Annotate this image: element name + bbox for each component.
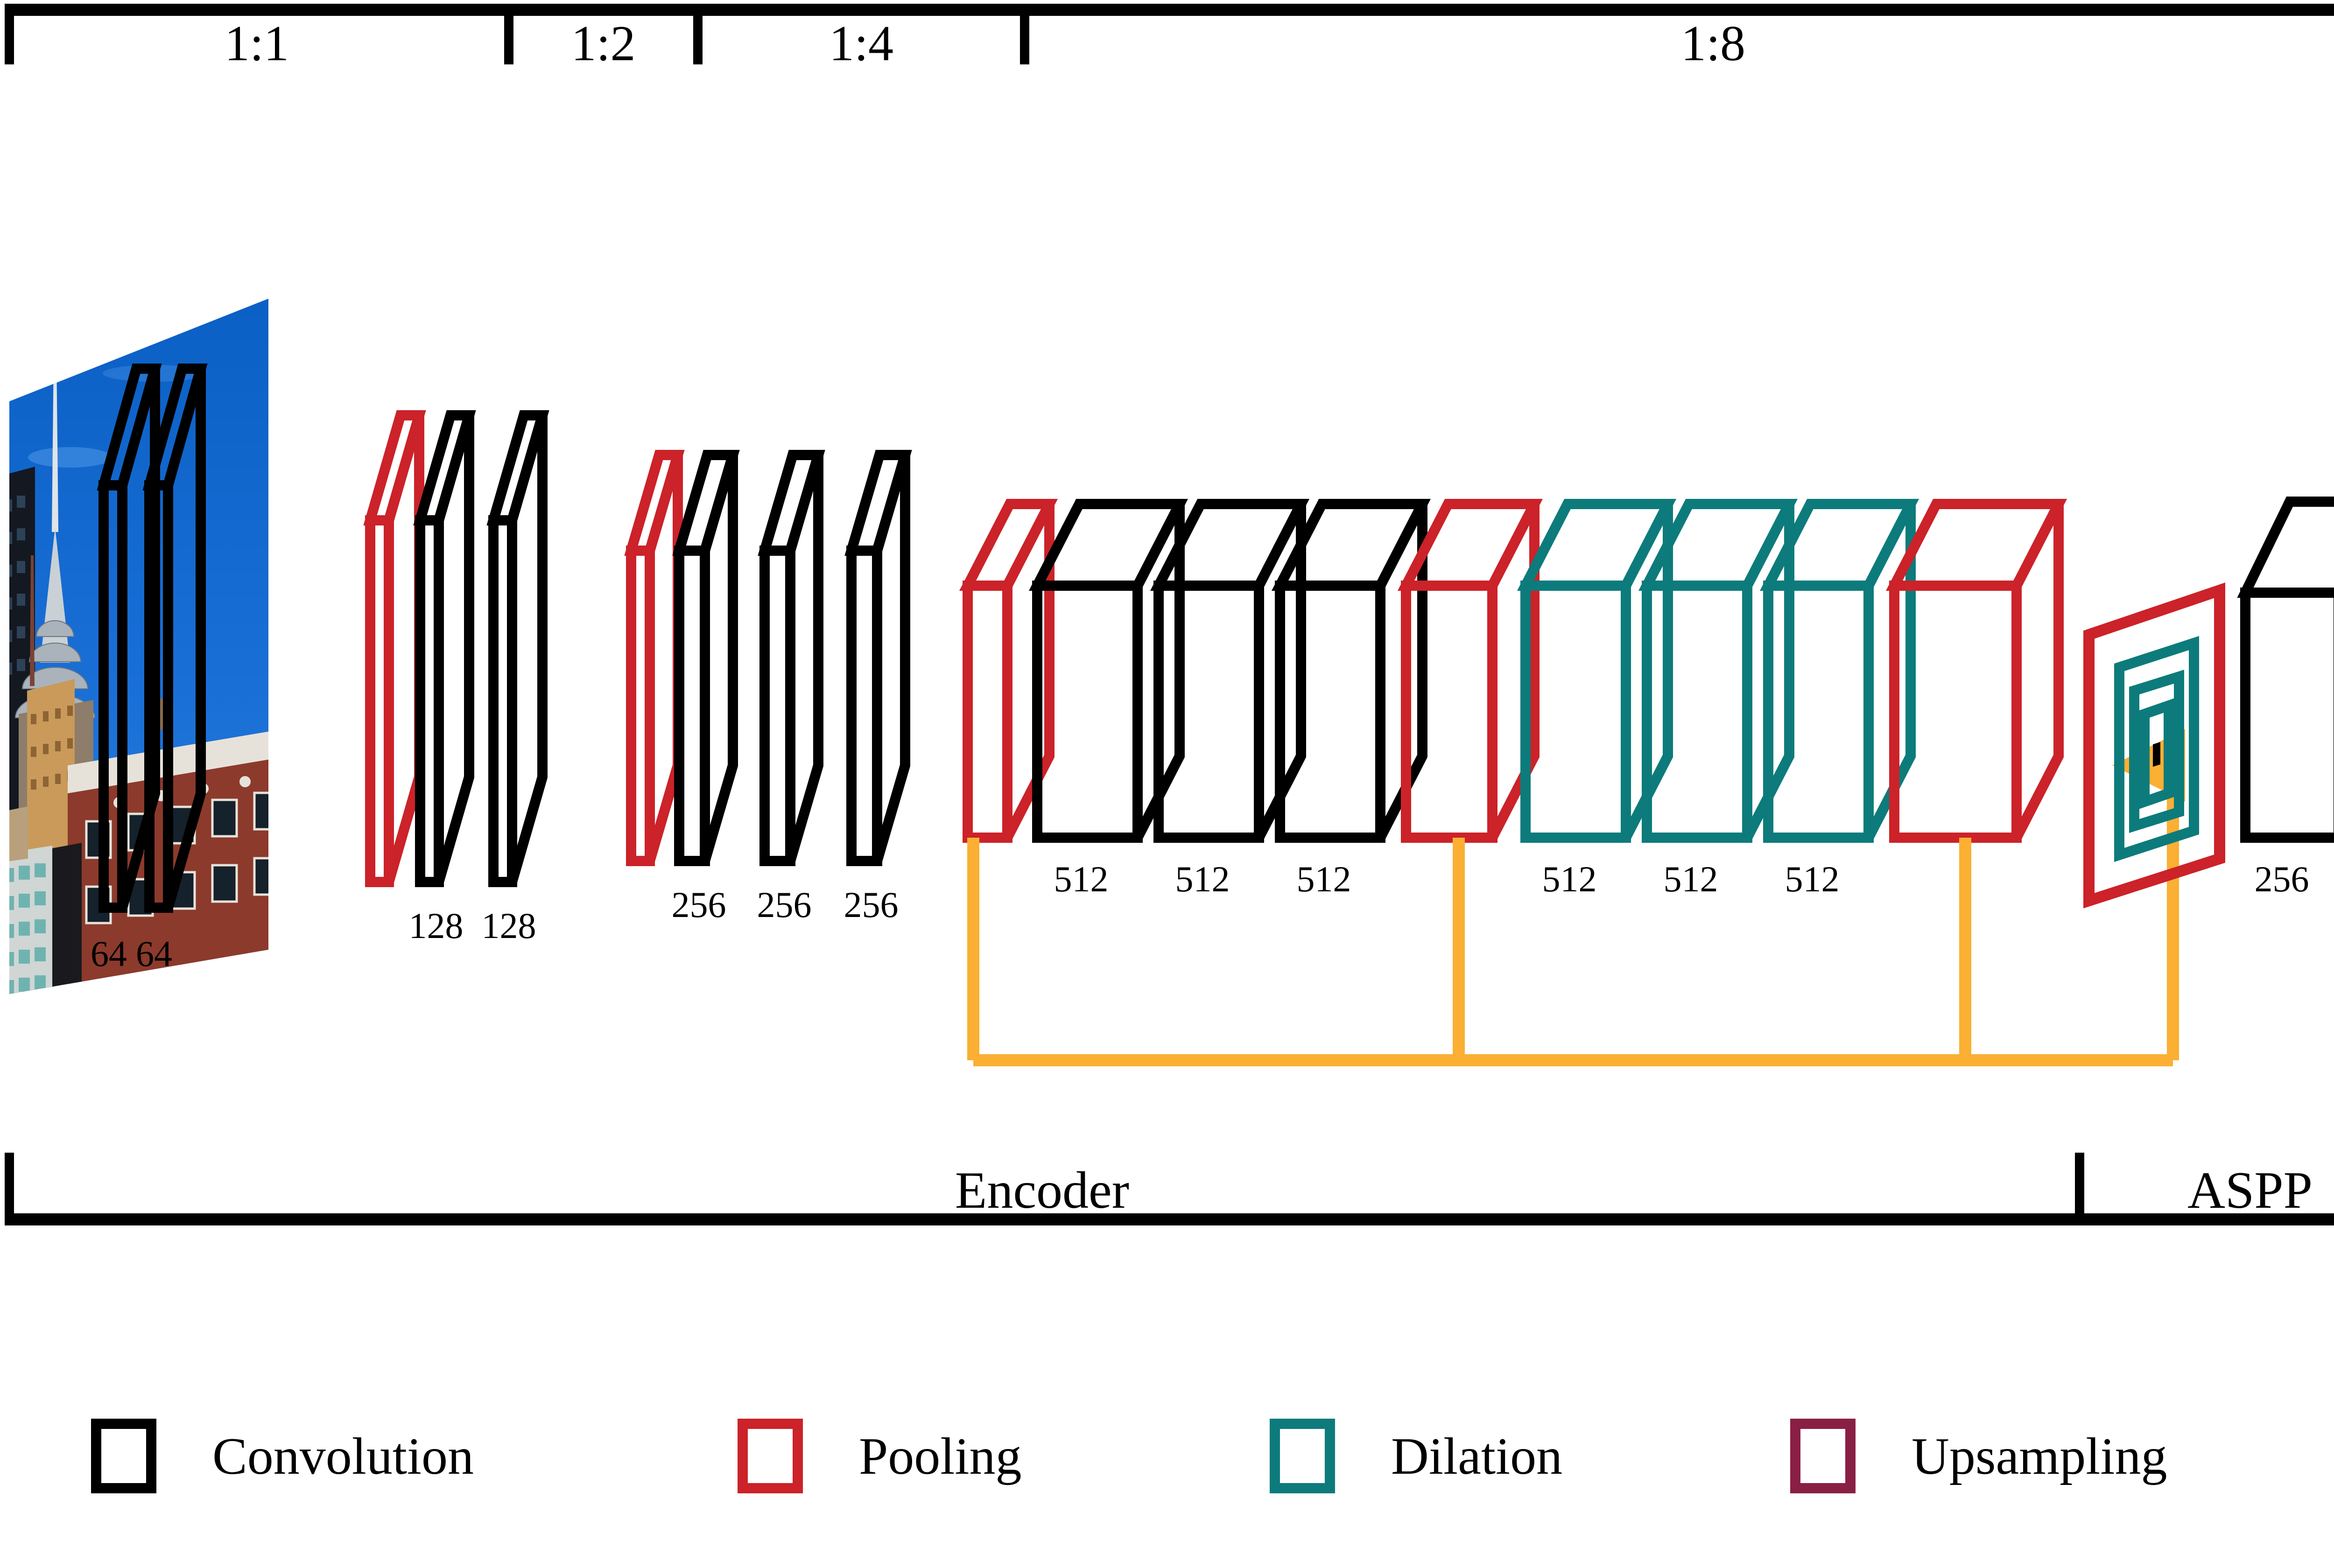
input-image-plane bbox=[9, 299, 268, 994]
channel-label-8: 512 bbox=[1175, 859, 1230, 899]
layer-pool-4[interactable] bbox=[1397, 499, 1543, 843]
layer-conv-256-d[interactable] bbox=[2237, 497, 2334, 843]
channel-label-11: 512 bbox=[1663, 859, 1718, 899]
layer-pool-3[interactable] bbox=[959, 499, 1058, 843]
channel-label-10: 512 bbox=[1542, 859, 1597, 899]
legend-swatch-convolution bbox=[91, 1419, 156, 1493]
layer-conv-512-a[interactable] bbox=[1028, 499, 1188, 843]
layer-conv-256-a[interactable] bbox=[672, 450, 740, 866]
network-stage-bar bbox=[5, 1153, 2334, 1225]
scale-label-1: 1:2 bbox=[571, 16, 636, 71]
layer-conv-128-b[interactable] bbox=[486, 410, 549, 887]
legend-label-dilation: Dilation bbox=[1391, 1428, 1563, 1485]
layer-dilation-512-a[interactable] bbox=[1517, 499, 1677, 843]
aspp-plane[interactable] bbox=[2083, 582, 2225, 909]
channel-label-9: 512 bbox=[1296, 859, 1351, 899]
channel-label-12: 512 bbox=[1785, 859, 1840, 899]
layer-pool-1[interactable] bbox=[363, 410, 426, 887]
layer-pool-2[interactable] bbox=[624, 450, 685, 866]
layer-conv-128-a[interactable] bbox=[413, 410, 476, 887]
layer-conv-64-b[interactable] bbox=[142, 364, 208, 913]
channel-label-13: 256 bbox=[2254, 859, 2309, 899]
legend-swatch-upsampling bbox=[1790, 1419, 1856, 1493]
concatenation-bus bbox=[967, 729, 2185, 1066]
legend-label-pooling: Pooling bbox=[859, 1428, 1022, 1485]
channel-label-1: 64 bbox=[136, 933, 172, 974]
layer-conv-512-c[interactable] bbox=[1271, 499, 1431, 843]
channel-label-6: 256 bbox=[844, 884, 899, 925]
resolution-scale-bar bbox=[5, 4, 2334, 64]
layer-pool-5[interactable] bbox=[1885, 499, 2067, 843]
scale-label-0: 1:1 bbox=[224, 16, 289, 71]
legend-label-upsampling: Upsampling bbox=[1912, 1428, 2167, 1485]
stage-label-encoder: Encoder bbox=[955, 1162, 1130, 1219]
channel-label-4: 256 bbox=[671, 884, 726, 925]
layer-conv-256-c[interactable] bbox=[844, 450, 912, 866]
layer-dilation-512-b[interactable] bbox=[1638, 499, 1798, 843]
channel-label-0: 64 bbox=[91, 933, 127, 974]
layer-dilation-512-c[interactable] bbox=[1759, 499, 1919, 843]
layer-conv-512-b[interactable] bbox=[1150, 499, 1310, 843]
channel-label-5: 256 bbox=[757, 884, 812, 925]
channel-label-2: 128 bbox=[408, 905, 464, 946]
channel-label-3: 128 bbox=[481, 905, 536, 946]
legend-swatch-pooling bbox=[738, 1419, 803, 1493]
layer-conv-256-b[interactable] bbox=[758, 450, 825, 866]
legend-swatch-dilation bbox=[1270, 1419, 1335, 1493]
legend-label-convolution: Convolution bbox=[212, 1428, 474, 1485]
scale-label-2: 1:4 bbox=[829, 16, 893, 71]
scale-label-3: 1:8 bbox=[1680, 16, 1745, 71]
channel-label-7: 512 bbox=[1054, 859, 1109, 899]
stage-label-aspp: ASPP bbox=[2187, 1162, 2313, 1219]
layer-conv-64-a[interactable] bbox=[97, 364, 162, 913]
